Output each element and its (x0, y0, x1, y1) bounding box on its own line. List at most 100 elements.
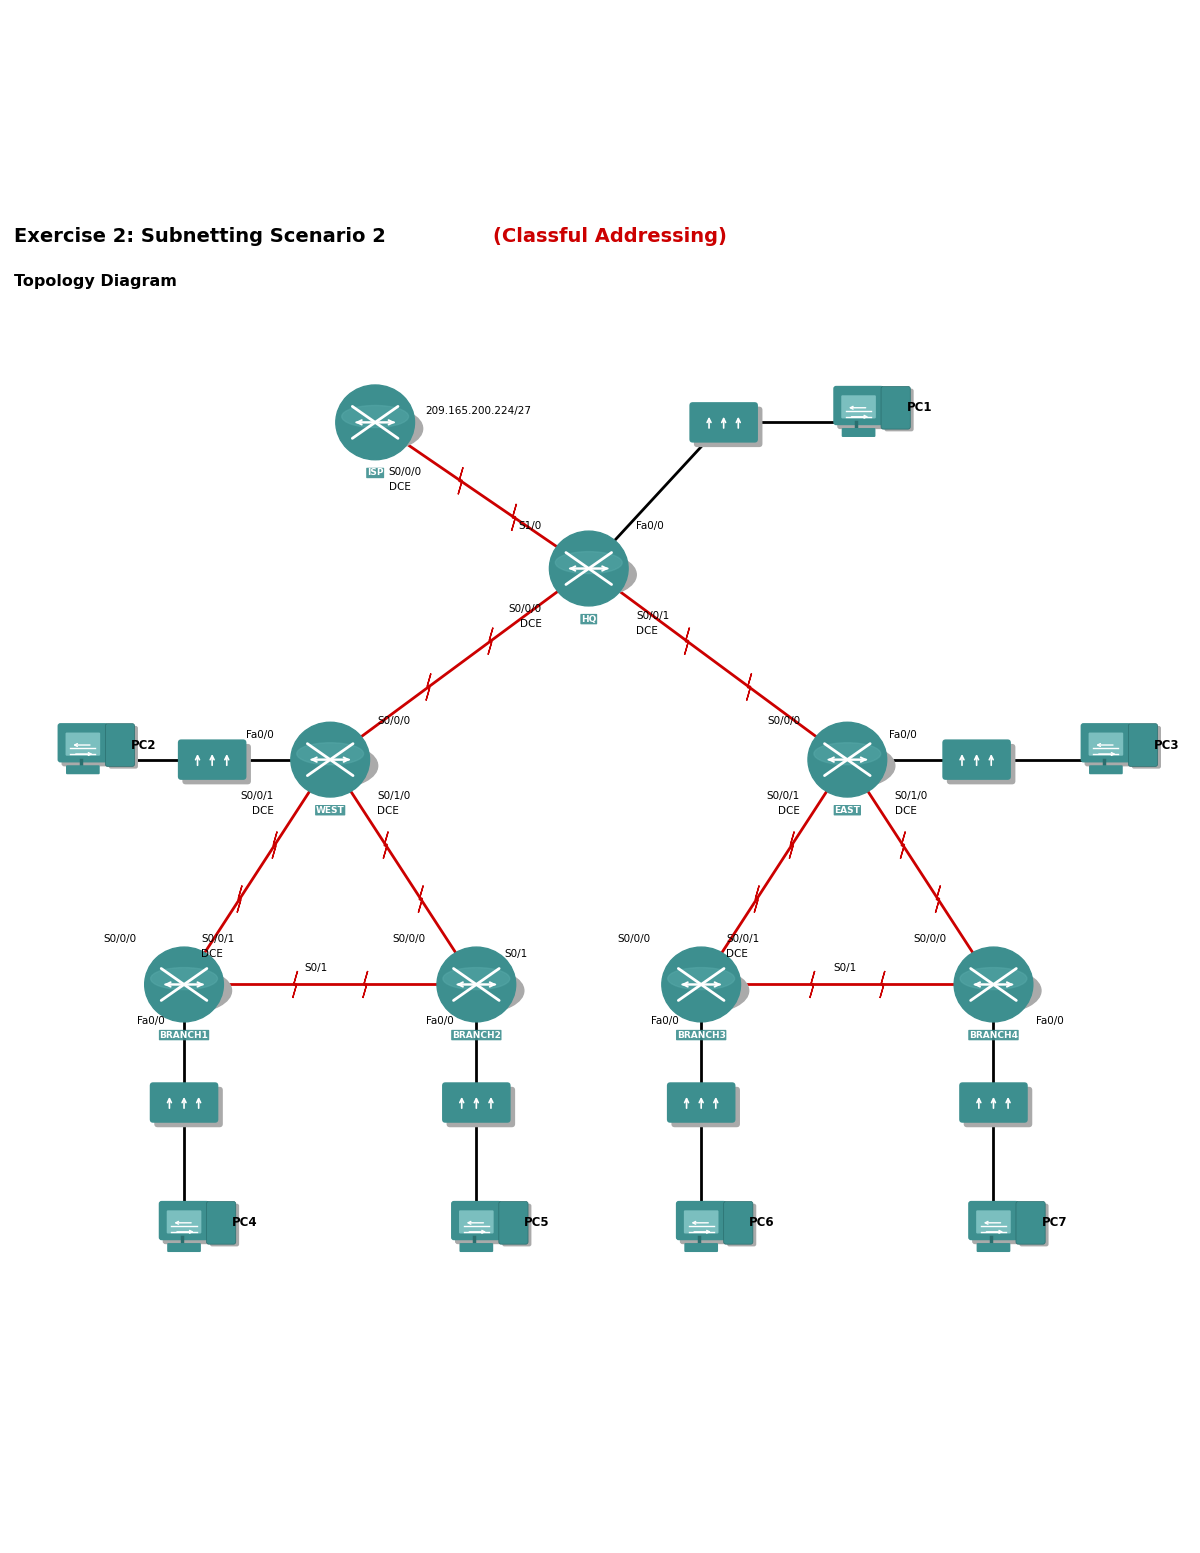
Text: Exercise 2: Subnetting Scenario 2: Exercise 2: Subnetting Scenario 2 (13, 227, 392, 247)
FancyBboxPatch shape (163, 1205, 214, 1244)
Text: S0/0/0: S0/0/0 (913, 933, 947, 944)
FancyBboxPatch shape (66, 733, 100, 756)
FancyBboxPatch shape (671, 1087, 740, 1127)
FancyBboxPatch shape (182, 744, 251, 784)
FancyBboxPatch shape (727, 1204, 756, 1247)
FancyBboxPatch shape (684, 1210, 719, 1233)
FancyBboxPatch shape (1081, 724, 1132, 763)
Ellipse shape (954, 947, 1033, 1022)
Polygon shape (810, 971, 815, 999)
Text: Fa0/0: Fa0/0 (889, 730, 917, 739)
Text: PC5: PC5 (524, 1216, 550, 1230)
Ellipse shape (442, 969, 524, 1013)
FancyBboxPatch shape (959, 1082, 1027, 1123)
FancyBboxPatch shape (1019, 1204, 1049, 1247)
Text: Fa0/0: Fa0/0 (246, 730, 274, 739)
Text: BRANCH1: BRANCH1 (160, 1031, 209, 1039)
Text: S0/0/0: S0/0/0 (378, 716, 410, 725)
Text: DCE: DCE (779, 806, 800, 815)
Ellipse shape (812, 744, 895, 787)
Text: DCE: DCE (389, 481, 410, 492)
Text: HQ: HQ (581, 615, 596, 624)
Text: S0/0/0: S0/0/0 (389, 467, 421, 477)
Polygon shape (426, 674, 431, 700)
Text: (Classful Addressing): (Classful Addressing) (493, 227, 727, 247)
Polygon shape (238, 885, 242, 913)
FancyBboxPatch shape (680, 1205, 731, 1244)
Text: S0/0/0: S0/0/0 (103, 933, 137, 944)
Text: DCE: DCE (520, 620, 541, 629)
Polygon shape (458, 467, 463, 494)
FancyBboxPatch shape (451, 1200, 502, 1241)
FancyBboxPatch shape (977, 1242, 1010, 1252)
Ellipse shape (814, 742, 881, 764)
Polygon shape (936, 885, 941, 913)
Text: DCE: DCE (894, 806, 917, 815)
FancyBboxPatch shape (964, 1087, 1032, 1127)
Text: Fa0/0: Fa0/0 (137, 1016, 164, 1027)
Polygon shape (383, 831, 388, 859)
FancyBboxPatch shape (684, 1242, 718, 1252)
Text: PC6: PC6 (749, 1216, 775, 1230)
Ellipse shape (149, 969, 232, 1013)
Text: S0/0/0: S0/0/0 (618, 933, 650, 944)
Polygon shape (511, 503, 516, 531)
Text: WEST: WEST (316, 806, 344, 815)
Text: PC1: PC1 (906, 401, 932, 415)
FancyBboxPatch shape (210, 1204, 239, 1247)
Polygon shape (272, 831, 277, 859)
FancyBboxPatch shape (833, 385, 884, 426)
FancyBboxPatch shape (881, 387, 911, 429)
Ellipse shape (960, 968, 1027, 989)
FancyBboxPatch shape (838, 390, 888, 429)
Ellipse shape (443, 968, 510, 989)
Text: BRANCH2: BRANCH2 (452, 1031, 500, 1039)
FancyBboxPatch shape (841, 429, 876, 436)
Text: S0/0/0: S0/0/0 (509, 604, 541, 615)
Ellipse shape (340, 407, 422, 450)
Text: PC7: PC7 (1042, 1216, 1067, 1230)
Ellipse shape (295, 744, 378, 787)
Text: S0/0/0: S0/0/0 (767, 716, 800, 725)
Text: S0/0/1: S0/0/1 (726, 933, 760, 944)
Polygon shape (746, 674, 751, 700)
Text: S0/1: S0/1 (305, 963, 328, 972)
FancyBboxPatch shape (167, 1210, 202, 1233)
Text: Fa0/0: Fa0/0 (650, 1016, 678, 1027)
FancyBboxPatch shape (1132, 725, 1160, 769)
Text: Fa0/0: Fa0/0 (1036, 1016, 1064, 1027)
FancyBboxPatch shape (841, 396, 876, 418)
FancyBboxPatch shape (1088, 733, 1123, 756)
FancyBboxPatch shape (206, 1202, 235, 1244)
FancyBboxPatch shape (178, 739, 246, 780)
FancyBboxPatch shape (502, 1204, 532, 1247)
Ellipse shape (342, 405, 409, 427)
Text: PC2: PC2 (131, 739, 156, 752)
Ellipse shape (145, 947, 223, 1022)
FancyBboxPatch shape (884, 388, 913, 432)
Polygon shape (900, 831, 905, 859)
Text: DCE: DCE (378, 806, 400, 815)
Ellipse shape (666, 969, 749, 1013)
Polygon shape (684, 627, 690, 655)
Ellipse shape (550, 531, 628, 606)
Ellipse shape (959, 969, 1040, 1013)
FancyBboxPatch shape (158, 1200, 209, 1241)
Text: DCE: DCE (200, 949, 223, 958)
FancyBboxPatch shape (724, 1202, 752, 1244)
FancyBboxPatch shape (460, 1242, 493, 1252)
FancyBboxPatch shape (150, 1082, 218, 1123)
Ellipse shape (150, 968, 217, 989)
FancyBboxPatch shape (155, 1087, 223, 1127)
Ellipse shape (662, 947, 740, 1022)
Text: S0/1: S0/1 (833, 963, 857, 972)
FancyBboxPatch shape (947, 744, 1015, 784)
Polygon shape (880, 971, 884, 999)
FancyBboxPatch shape (61, 727, 112, 766)
FancyBboxPatch shape (106, 724, 134, 766)
FancyBboxPatch shape (455, 1205, 505, 1244)
Ellipse shape (437, 947, 516, 1022)
Polygon shape (790, 831, 794, 859)
Polygon shape (293, 971, 298, 999)
Ellipse shape (290, 722, 370, 797)
